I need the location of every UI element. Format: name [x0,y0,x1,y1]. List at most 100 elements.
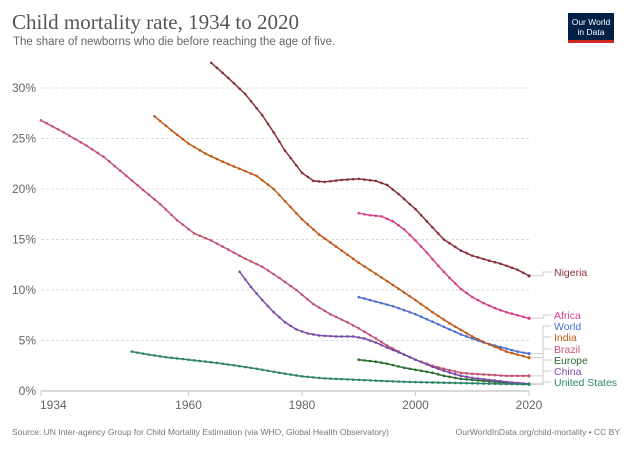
data-point [408,380,412,384]
data-point [249,99,253,103]
data-point [255,262,258,266]
data-point [470,382,474,385]
data-point [465,378,468,381]
data-point [153,198,156,201]
y-tick-label: 15% [12,233,36,247]
x-tick-label: 1934 [40,398,67,412]
series-line[interactable] [154,115,530,359]
data-point [266,269,270,272]
data-point [385,183,389,187]
data-point [482,301,485,305]
data-point [368,333,372,337]
data-point [510,351,514,355]
data-point [300,330,304,333]
series-nigeria[interactable] [209,61,531,278]
series-label[interactable]: Africa [554,310,581,322]
data-point [243,257,247,260]
data-point [368,359,372,363]
series-africa[interactable] [357,211,531,320]
data-point [232,251,236,254]
data-point [487,343,491,346]
series-label[interactable]: Brazil [554,344,580,356]
series-label[interactable]: Nigeria [554,267,587,279]
data-point [465,375,468,379]
data-point [476,372,480,376]
source-link[interactable]: OurWorldInData.org/child-mortality • CC … [455,427,620,437]
series-line[interactable] [40,119,529,377]
series-label[interactable]: China [554,366,582,378]
data-point [522,351,525,354]
data-point [363,265,366,268]
x-tick-label: 1960 [175,398,202,412]
data-point [419,213,423,217]
data-point [442,325,446,329]
data-point [465,372,468,375]
series-world[interactable] [357,295,531,356]
data-point [453,325,457,328]
series-line[interactable] [210,62,530,277]
data-point [278,315,281,319]
series-line[interactable] [358,296,530,355]
data-point [527,374,531,378]
owid-logo[interactable]: Our World in Data [568,13,614,43]
series-china[interactable] [238,270,531,386]
data-point [357,177,361,181]
data-point [323,237,327,240]
data-point [510,348,514,352]
series-united-states[interactable] [130,350,531,387]
series-line[interactable] [358,212,530,320]
series-label[interactable]: United States [554,377,617,389]
data-point [334,245,338,248]
data-point [385,379,389,383]
data-point [487,259,491,263]
data-point [385,217,389,221]
series-line[interactable] [239,271,530,385]
data-point [374,300,378,303]
data-point [351,324,355,327]
data-point [470,335,474,338]
data-point [391,363,395,367]
data-point [238,270,241,274]
data-point [243,169,247,173]
data-point [289,324,292,328]
data-point [243,278,247,281]
data-point [346,335,349,338]
data-point [317,306,321,309]
data-point [374,341,378,344]
data-point [329,334,332,338]
data-point [181,223,185,226]
data-point [363,178,366,181]
data-point [272,272,275,276]
data-point [51,125,54,128]
data-point [351,335,355,338]
series-label[interactable]: Europe [554,355,588,367]
data-point [255,367,258,371]
data-point [289,284,292,288]
data-point [323,334,327,338]
data-point [516,353,519,356]
data-point [278,371,281,375]
series-brazil[interactable] [39,119,531,378]
data-point [238,87,241,90]
data-point [414,207,417,211]
data-point [385,346,389,349]
data-point [363,330,366,334]
data-point [476,377,480,380]
data-point [170,213,173,217]
data-point [408,202,412,206]
x-tick-label: 1980 [289,398,316,412]
series-label[interactable]: India [554,332,577,344]
data-point [442,238,446,241]
data-point [175,357,179,360]
data-point [226,248,230,251]
series-india[interactable] [153,114,531,360]
data-point [209,360,213,364]
data-point [397,224,400,227]
data-point [73,137,77,141]
data-point [374,272,378,276]
data-point [391,380,395,383]
data-point [209,61,213,65]
label-connector [531,271,551,277]
y-tick-label: 20% [12,182,36,196]
series-label[interactable]: World [554,321,581,333]
